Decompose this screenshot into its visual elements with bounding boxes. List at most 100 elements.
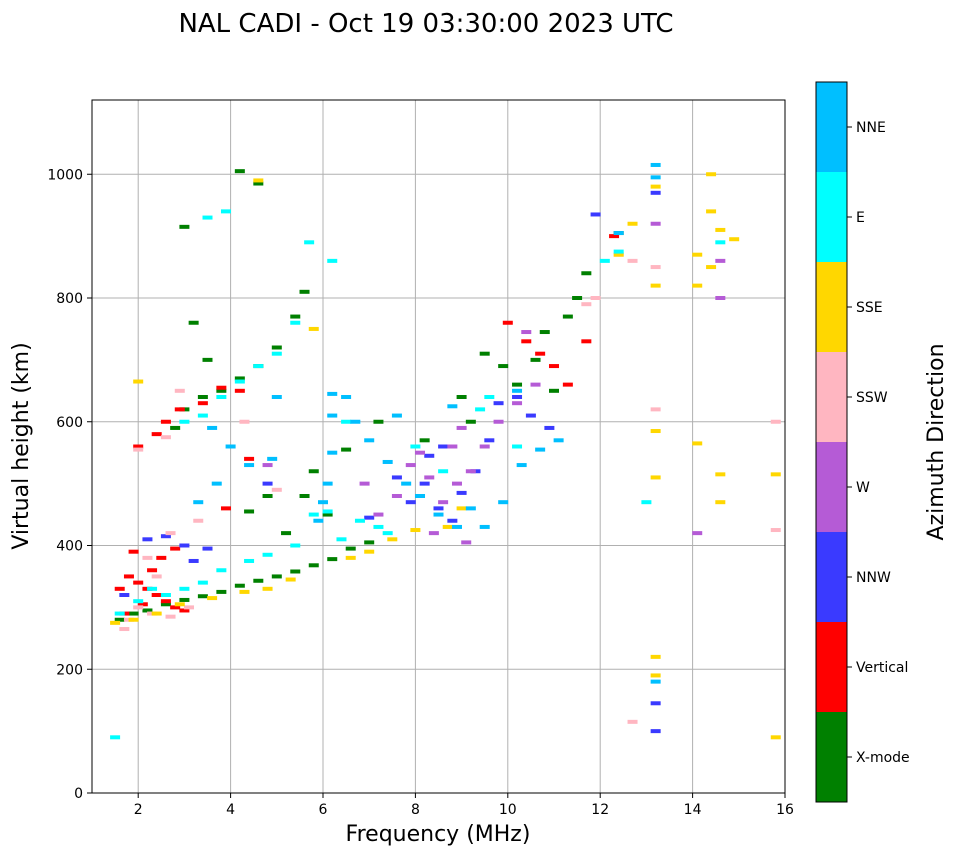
data-point bbox=[137, 602, 148, 607]
data-point bbox=[539, 330, 550, 335]
data-point bbox=[692, 531, 703, 536]
data-point bbox=[692, 441, 703, 446]
data-point bbox=[239, 589, 250, 594]
data-point bbox=[197, 594, 208, 599]
data-point bbox=[364, 515, 375, 520]
data-point bbox=[627, 258, 638, 263]
data-point bbox=[424, 475, 435, 480]
data-point bbox=[447, 518, 458, 523]
data-point bbox=[147, 586, 158, 591]
data-point bbox=[530, 357, 541, 362]
data-point bbox=[613, 231, 624, 236]
data-point bbox=[308, 469, 319, 474]
data-point bbox=[613, 249, 624, 254]
data-point bbox=[216, 385, 227, 390]
colorbar-label: Azimuth Direction bbox=[924, 343, 949, 540]
data-point bbox=[179, 419, 190, 424]
data-point bbox=[770, 419, 781, 424]
data-point bbox=[290, 543, 301, 548]
data-point bbox=[493, 401, 504, 406]
x-tick-label: 8 bbox=[411, 802, 420, 818]
data-point bbox=[535, 351, 546, 356]
data-point bbox=[234, 379, 245, 384]
data-point bbox=[391, 413, 402, 418]
data-point bbox=[216, 395, 227, 399]
x-tick-label: 2 bbox=[134, 802, 143, 818]
data-point bbox=[613, 252, 624, 257]
data-point bbox=[271, 574, 282, 579]
x-tick-label: 6 bbox=[319, 802, 328, 818]
data-point bbox=[465, 506, 476, 511]
data-point bbox=[715, 296, 726, 300]
data-point bbox=[133, 599, 144, 604]
data-point bbox=[428, 531, 439, 536]
data-point bbox=[535, 447, 546, 452]
data-point bbox=[133, 379, 144, 384]
data-point bbox=[234, 388, 245, 393]
data-point bbox=[498, 500, 509, 505]
data-point bbox=[475, 407, 486, 412]
data-point bbox=[599, 258, 610, 263]
data-point bbox=[304, 240, 315, 245]
data-point bbox=[345, 555, 356, 560]
data-point bbox=[128, 611, 139, 616]
data-point bbox=[327, 557, 338, 562]
data-point bbox=[650, 679, 661, 684]
data-point bbox=[285, 577, 296, 582]
data-point bbox=[327, 391, 338, 396]
data-point bbox=[484, 395, 495, 399]
y-tick-label: 200 bbox=[56, 662, 83, 678]
data-point bbox=[151, 432, 162, 437]
data-point bbox=[447, 404, 458, 409]
series-vertical bbox=[114, 234, 620, 616]
data-point bbox=[151, 611, 162, 616]
data-point bbox=[465, 469, 476, 474]
data-point bbox=[512, 388, 523, 393]
data-point bbox=[341, 419, 352, 424]
series-x-mode bbox=[114, 169, 624, 622]
data-point bbox=[706, 172, 717, 177]
data-point bbox=[512, 382, 523, 387]
data-point bbox=[253, 178, 264, 183]
data-point bbox=[364, 540, 375, 545]
data-point bbox=[479, 351, 490, 356]
data-point bbox=[262, 494, 273, 498]
data-point bbox=[553, 438, 564, 443]
data-point bbox=[207, 425, 218, 430]
data-point bbox=[188, 558, 199, 563]
data-point bbox=[170, 546, 181, 551]
data-point bbox=[133, 447, 144, 452]
data-point bbox=[197, 580, 208, 585]
data-point bbox=[447, 444, 458, 449]
data-point bbox=[405, 463, 416, 468]
data-point bbox=[290, 314, 301, 319]
data-point bbox=[179, 586, 190, 591]
data-point bbox=[512, 395, 523, 399]
data-point bbox=[253, 181, 264, 186]
data-point bbox=[549, 364, 559, 369]
data-point bbox=[456, 395, 467, 399]
data-point bbox=[650, 221, 661, 226]
data-point bbox=[119, 627, 130, 632]
data-point bbox=[451, 524, 462, 529]
data-point bbox=[151, 593, 162, 597]
y-axis-ticks: 0 200 400 600 800 1000 bbox=[47, 167, 92, 802]
data-point bbox=[327, 258, 338, 263]
y-tick-label: 800 bbox=[56, 291, 83, 307]
x-tick-label: 4 bbox=[226, 802, 235, 818]
y-tick-label: 1000 bbox=[47, 167, 83, 183]
series-nnw bbox=[119, 190, 661, 734]
x-tick-label: 16 bbox=[776, 802, 794, 818]
data-point bbox=[160, 602, 171, 607]
data-point bbox=[179, 543, 190, 548]
colorbar-label: X-mode bbox=[856, 750, 910, 766]
data-point bbox=[590, 296, 601, 300]
data-point bbox=[391, 475, 402, 480]
data-point bbox=[641, 500, 652, 505]
data-point bbox=[262, 552, 273, 557]
data-point bbox=[170, 425, 181, 430]
data-point bbox=[581, 339, 592, 344]
data-point bbox=[160, 534, 171, 539]
data-point bbox=[729, 237, 740, 242]
data-point bbox=[692, 283, 703, 288]
